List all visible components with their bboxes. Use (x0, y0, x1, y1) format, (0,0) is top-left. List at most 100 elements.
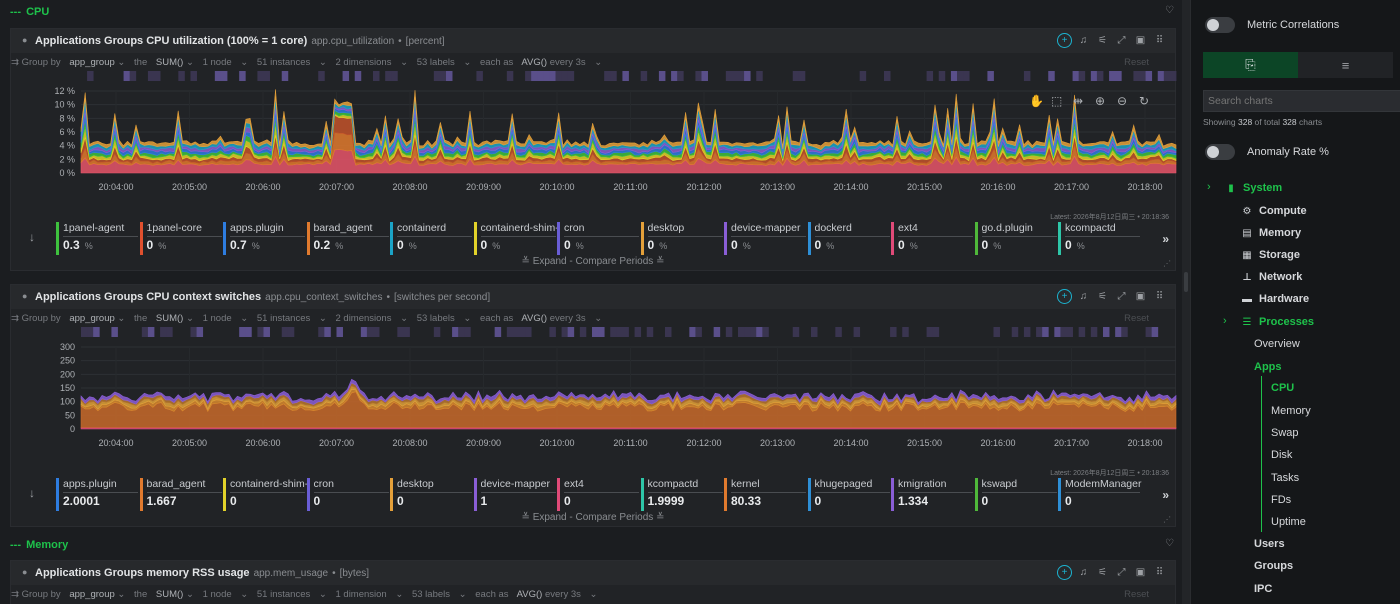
tab-charts-index[interactable]: ⎘ (1203, 52, 1298, 78)
legend-item[interactable]: apps.plugin 2.0001 (56, 478, 138, 511)
legend-item[interactable]: go.d.plugin 0% (974, 222, 1057, 255)
legend-item[interactable]: ext4 0% (891, 222, 973, 255)
resize-handle-icon[interactable]: ⋰ (1163, 515, 1171, 524)
legend-item[interactable]: kernel 80.33 (724, 478, 806, 511)
legend-item[interactable]: ext4 0 (557, 478, 639, 511)
sliders-icon[interactable]: ⚟ (1098, 567, 1107, 578)
nav-hardware[interactable]: ▬ Hardware (1241, 293, 1309, 305)
time-aggregation[interactable]: each as AVG() every 3s ⌄ (480, 313, 603, 324)
instances-filter[interactable]: 51 instances ⌄ (256, 589, 327, 600)
group-by-button[interactable]: ⇉ Group by app_group ⌄ (11, 313, 126, 324)
ai-insights-icon[interactable]: + (1057, 289, 1072, 304)
anomaly-rate-toggle[interactable] (1205, 144, 1235, 160)
sort-arrow-icon[interactable]: ↓ (29, 230, 35, 244)
fullscreen-icon[interactable]: ⤢ (1117, 291, 1126, 302)
heart-icon[interactable]: ♡ (1165, 5, 1174, 16)
save-icon[interactable]: ▣ (1135, 567, 1146, 578)
group-by-button[interactable]: ⇉ Group by app_group ⌄ (11, 589, 126, 600)
legend-item[interactable]: device-mapper 1 (473, 478, 556, 511)
select-icon[interactable]: ⬚ (1051, 94, 1062, 108)
resize-handle-icon[interactable]: ⋰ (1163, 259, 1171, 268)
time-aggregation[interactable]: each as AVG() every 3s ⌄ (475, 589, 598, 600)
nodes-filter[interactable]: 1 node ⌄ (202, 313, 249, 324)
main-scrollbar[interactable] (1182, 0, 1190, 604)
zoom-in-icon[interactable]: ⊕ (1095, 94, 1105, 108)
expand-compare-button[interactable]: ≚ Expand - Compare Periods ≚ (521, 256, 665, 267)
reset-button[interactable]: Reset (1124, 313, 1149, 324)
save-icon[interactable]: ▣ (1135, 35, 1146, 46)
legend-item[interactable]: apps.plugin 0.7% (223, 222, 305, 255)
legend-item[interactable]: barad_agent 0.2% (306, 222, 389, 255)
fullscreen-icon[interactable]: ⤢ (1117, 35, 1126, 46)
labels-filter[interactable]: 53 labels ⌄ (416, 313, 472, 324)
tab-filters[interactable]: ≡ (1298, 52, 1393, 78)
legend-item[interactable]: 1panel-core 0% (139, 222, 222, 255)
sliders-icon[interactable]: ⚟ (1098, 35, 1107, 46)
nav-apps-memory[interactable]: Memory (1271, 405, 1311, 417)
dimensions-filter[interactable]: 2 dimensions ⌄ (335, 313, 409, 324)
instances-filter[interactable]: 51 instances ⌄ (256, 57, 327, 68)
reset-zoom-icon[interactable]: ↻ (1139, 94, 1149, 108)
legend-item[interactable]: desktop 0 (390, 478, 472, 511)
nav-apps-tasks[interactable]: Tasks (1271, 472, 1300, 484)
nav-groups[interactable]: Groups (1254, 560, 1294, 572)
zoom-out-icon[interactable]: ⊖ (1117, 94, 1127, 108)
reset-button[interactable]: Reset (1124, 589, 1149, 600)
legend-item[interactable]: containerd 0% (390, 222, 472, 255)
nav-apps-fds[interactable]: FDs (1271, 494, 1292, 506)
nav-storage[interactable]: ▦ Storage (1241, 249, 1300, 261)
legend-item[interactable]: ModemManager 0 (1058, 478, 1141, 511)
search-charts-input[interactable] (1203, 90, 1400, 112)
instances-filter[interactable]: 51 instances ⌄ (256, 313, 327, 324)
legend-item[interactable]: barad_agent 1.667 (139, 478, 222, 511)
cpu-utilization-chart[interactable]: 12 % 10 % 8 % 6 % 4 % 2 % 0 % 20:04:00 20:05:00 2… (11, 71, 1177, 221)
dimensions-filter[interactable]: 2 dimensions ⌄ (335, 57, 409, 68)
context-switches-chart[interactable]: 300 250 200 150 100 50 0 20:04:00 20:05:00 20:06:… (11, 327, 1177, 477)
pan-icon[interactable]: ✋ (1029, 94, 1044, 108)
aggregation-button[interactable]: the SUM() ⌄ (134, 589, 194, 600)
heart-icon[interactable]: ♡ (1165, 538, 1174, 549)
nav-apps-cpu[interactable]: CPU (1271, 382, 1295, 394)
group-by-button[interactable]: ⇉ Group by app_group ⌄ (11, 57, 126, 68)
nav-apps-swap[interactable]: Swap (1271, 427, 1299, 439)
legend-item[interactable]: containerd-shim-runc-v2 0% (473, 222, 559, 255)
labels-filter[interactable]: 53 labels ⌄ (411, 589, 467, 600)
legend-more-icon[interactable]: » (1162, 488, 1169, 502)
aggregation-button[interactable]: the SUM() ⌄ (134, 57, 194, 68)
legend-item[interactable]: kmigration 1.334 (891, 478, 973, 511)
nav-system[interactable]: ▮ System (1225, 182, 1282, 194)
drag-handle-icon[interactable]: ⠿ (1155, 291, 1164, 302)
nav-apps-disk[interactable]: Disk (1271, 449, 1293, 461)
aggregation-button[interactable]: the SUM() ⌄ (134, 313, 194, 324)
time-aggregation[interactable]: each as AVG() every 3s ⌄ (480, 57, 603, 68)
nav-users[interactable]: Users (1254, 538, 1285, 550)
reset-button[interactable]: Reset (1124, 57, 1149, 68)
bell-icon[interactable]: ♫ (1079, 567, 1088, 578)
expand-compare-button[interactable]: ≚ Expand - Compare Periods ≚ (521, 512, 665, 523)
bell-icon[interactable]: ♫ (1079, 35, 1088, 46)
labels-filter[interactable]: 53 labels ⌄ (416, 57, 472, 68)
legend-item[interactable]: kcompactd 1.9999 (640, 478, 723, 511)
legend-item[interactable]: khugepaged 0 (807, 478, 890, 511)
nav-network[interactable]: ⊥ Network (1241, 271, 1302, 283)
drag-handle-icon[interactable]: ⠿ (1155, 567, 1164, 578)
legend-item[interactable]: device-mapper 0% (724, 222, 806, 255)
ai-insights-icon[interactable]: + (1057, 33, 1072, 48)
metric-correlations-toggle[interactable] (1205, 17, 1235, 33)
chevron-right-icon[interactable]: › (1223, 315, 1227, 327)
nav-compute[interactable]: ⚙ Compute (1241, 205, 1307, 217)
nav-overview[interactable]: Overview (1254, 338, 1300, 350)
drag-handle-icon[interactable]: ⠿ (1155, 35, 1164, 46)
legend-item[interactable]: containerd-shim-runc-v2 0 (223, 478, 308, 511)
legend-item[interactable]: kswapd 0 (974, 478, 1057, 511)
legend-item[interactable]: desktop 0% (640, 222, 723, 255)
legend-more-icon[interactable]: » (1162, 232, 1169, 246)
legend-item[interactable]: 1panel-agent 0.3% (56, 222, 138, 255)
save-icon[interactable]: ▣ (1135, 291, 1146, 302)
nav-memory[interactable]: ▤ Memory (1241, 227, 1301, 239)
legend-item[interactable]: cron 0 (306, 478, 389, 511)
legend-item[interactable]: kcompactd 0% (1058, 222, 1140, 255)
nav-processes[interactable]: ☰ Processes (1241, 316, 1315, 328)
nodes-filter[interactable]: 1 node ⌄ (202, 589, 249, 600)
legend-item[interactable]: dockerd 0% (807, 222, 890, 255)
